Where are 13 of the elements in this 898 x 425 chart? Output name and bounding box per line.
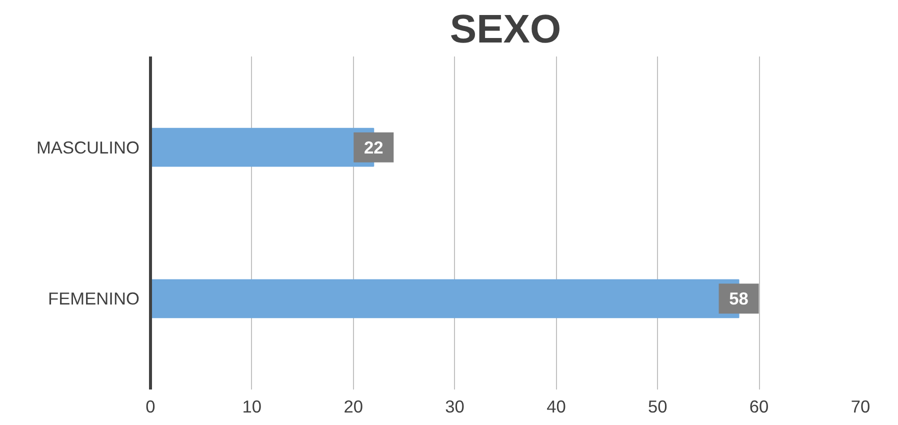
y-tick-label: FEMENINO (48, 288, 140, 309)
x-tick-label: 20 (344, 396, 363, 416)
x-tick-label: 0 (146, 396, 156, 416)
chart-title: SEXO (450, 8, 562, 52)
data-label: 58 (729, 288, 749, 309)
x-tick-label: 50 (648, 396, 668, 416)
x-tick-label: 30 (445, 396, 464, 416)
x-tick-label: 70 (850, 396, 870, 416)
x-tick-label: 40 (546, 396, 566, 416)
y-tick-label: MASCULINO (36, 137, 140, 158)
x-tick-label: 10 (242, 396, 262, 416)
x-tick-label: 60 (749, 396, 769, 416)
data-label: 22 (364, 137, 384, 158)
